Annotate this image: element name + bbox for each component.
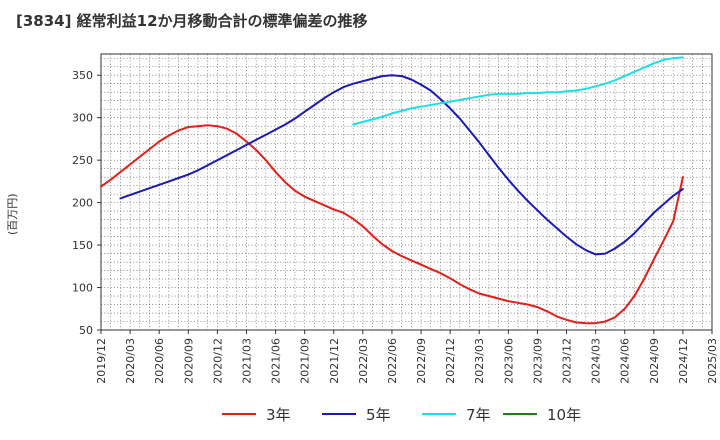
legend-swatch bbox=[503, 413, 537, 415]
series-line-3 bbox=[352, 56, 684, 126]
y-tick-label: 300 bbox=[72, 112, 93, 125]
x-tick-label: 2024/03 bbox=[590, 338, 603, 384]
legend-swatch bbox=[422, 413, 456, 415]
y-tick-label: 150 bbox=[72, 239, 93, 252]
legend-item: 3年 bbox=[222, 402, 291, 426]
legend-label: 3年 bbox=[266, 405, 291, 424]
x-tick-label: 2020/12 bbox=[211, 338, 224, 384]
legend-item: 7年 bbox=[422, 402, 491, 426]
legend-swatch bbox=[322, 413, 356, 415]
x-tick-label: 2024/06 bbox=[619, 338, 632, 384]
x-tick-label: 2025/03 bbox=[706, 338, 719, 384]
x-tick-label: 2021/03 bbox=[240, 338, 253, 384]
x-tick-label: 2020/03 bbox=[124, 338, 137, 384]
x-tick-label: 2023/09 bbox=[531, 338, 544, 384]
x-tick-label: 2020/06 bbox=[153, 338, 166, 384]
x-tick-label: 2022/03 bbox=[357, 338, 370, 384]
legend-item: 10年 bbox=[503, 402, 581, 426]
x-tick-label: 2022/06 bbox=[386, 338, 399, 384]
legend-item: 5年 bbox=[322, 402, 391, 426]
legend: 3年 5年 7年 10年 bbox=[0, 402, 720, 426]
series-line-1 bbox=[100, 124, 684, 325]
x-tick-label: 2020/09 bbox=[182, 338, 195, 384]
legend-label: 10年 bbox=[547, 405, 582, 424]
x-tick-label: 2023/06 bbox=[502, 338, 515, 384]
legend-swatch bbox=[222, 413, 256, 415]
x-tick-label: 2023/03 bbox=[473, 338, 486, 384]
x-tick-label: 2021/12 bbox=[328, 338, 341, 384]
plot-area bbox=[101, 54, 712, 330]
x-tick-label: 2023/12 bbox=[561, 338, 574, 384]
y-tick-label: 350 bbox=[72, 69, 93, 82]
y-tick-label: 250 bbox=[72, 154, 93, 167]
y-tick-label: 50 bbox=[79, 324, 93, 337]
x-tick-label: 2019/12 bbox=[95, 338, 108, 384]
x-tick-label: 2022/09 bbox=[415, 338, 428, 384]
y-tick-label: 100 bbox=[72, 282, 93, 295]
legend-label: 5年 bbox=[366, 405, 391, 424]
plot-frame bbox=[100, 53, 713, 331]
line-chart: 50 100 150 200 250 300 350 2019/12 2020/03 2020/0… bbox=[72, 53, 719, 384]
y-tick-label: 200 bbox=[72, 197, 93, 210]
chart-title: [3834] 経常利益12か月移動合計の標準偏差の推移 bbox=[16, 12, 368, 30]
x-tick-label: 2022/12 bbox=[444, 338, 457, 384]
legend-label: 7年 bbox=[466, 405, 491, 424]
x-tick-label: 2024/12 bbox=[677, 338, 690, 384]
x-tick-label: 2024/09 bbox=[648, 338, 661, 384]
series-line-2 bbox=[119, 74, 684, 256]
x-tick-label: 2021/06 bbox=[270, 338, 283, 384]
x-tick-label: 2021/09 bbox=[299, 338, 312, 384]
